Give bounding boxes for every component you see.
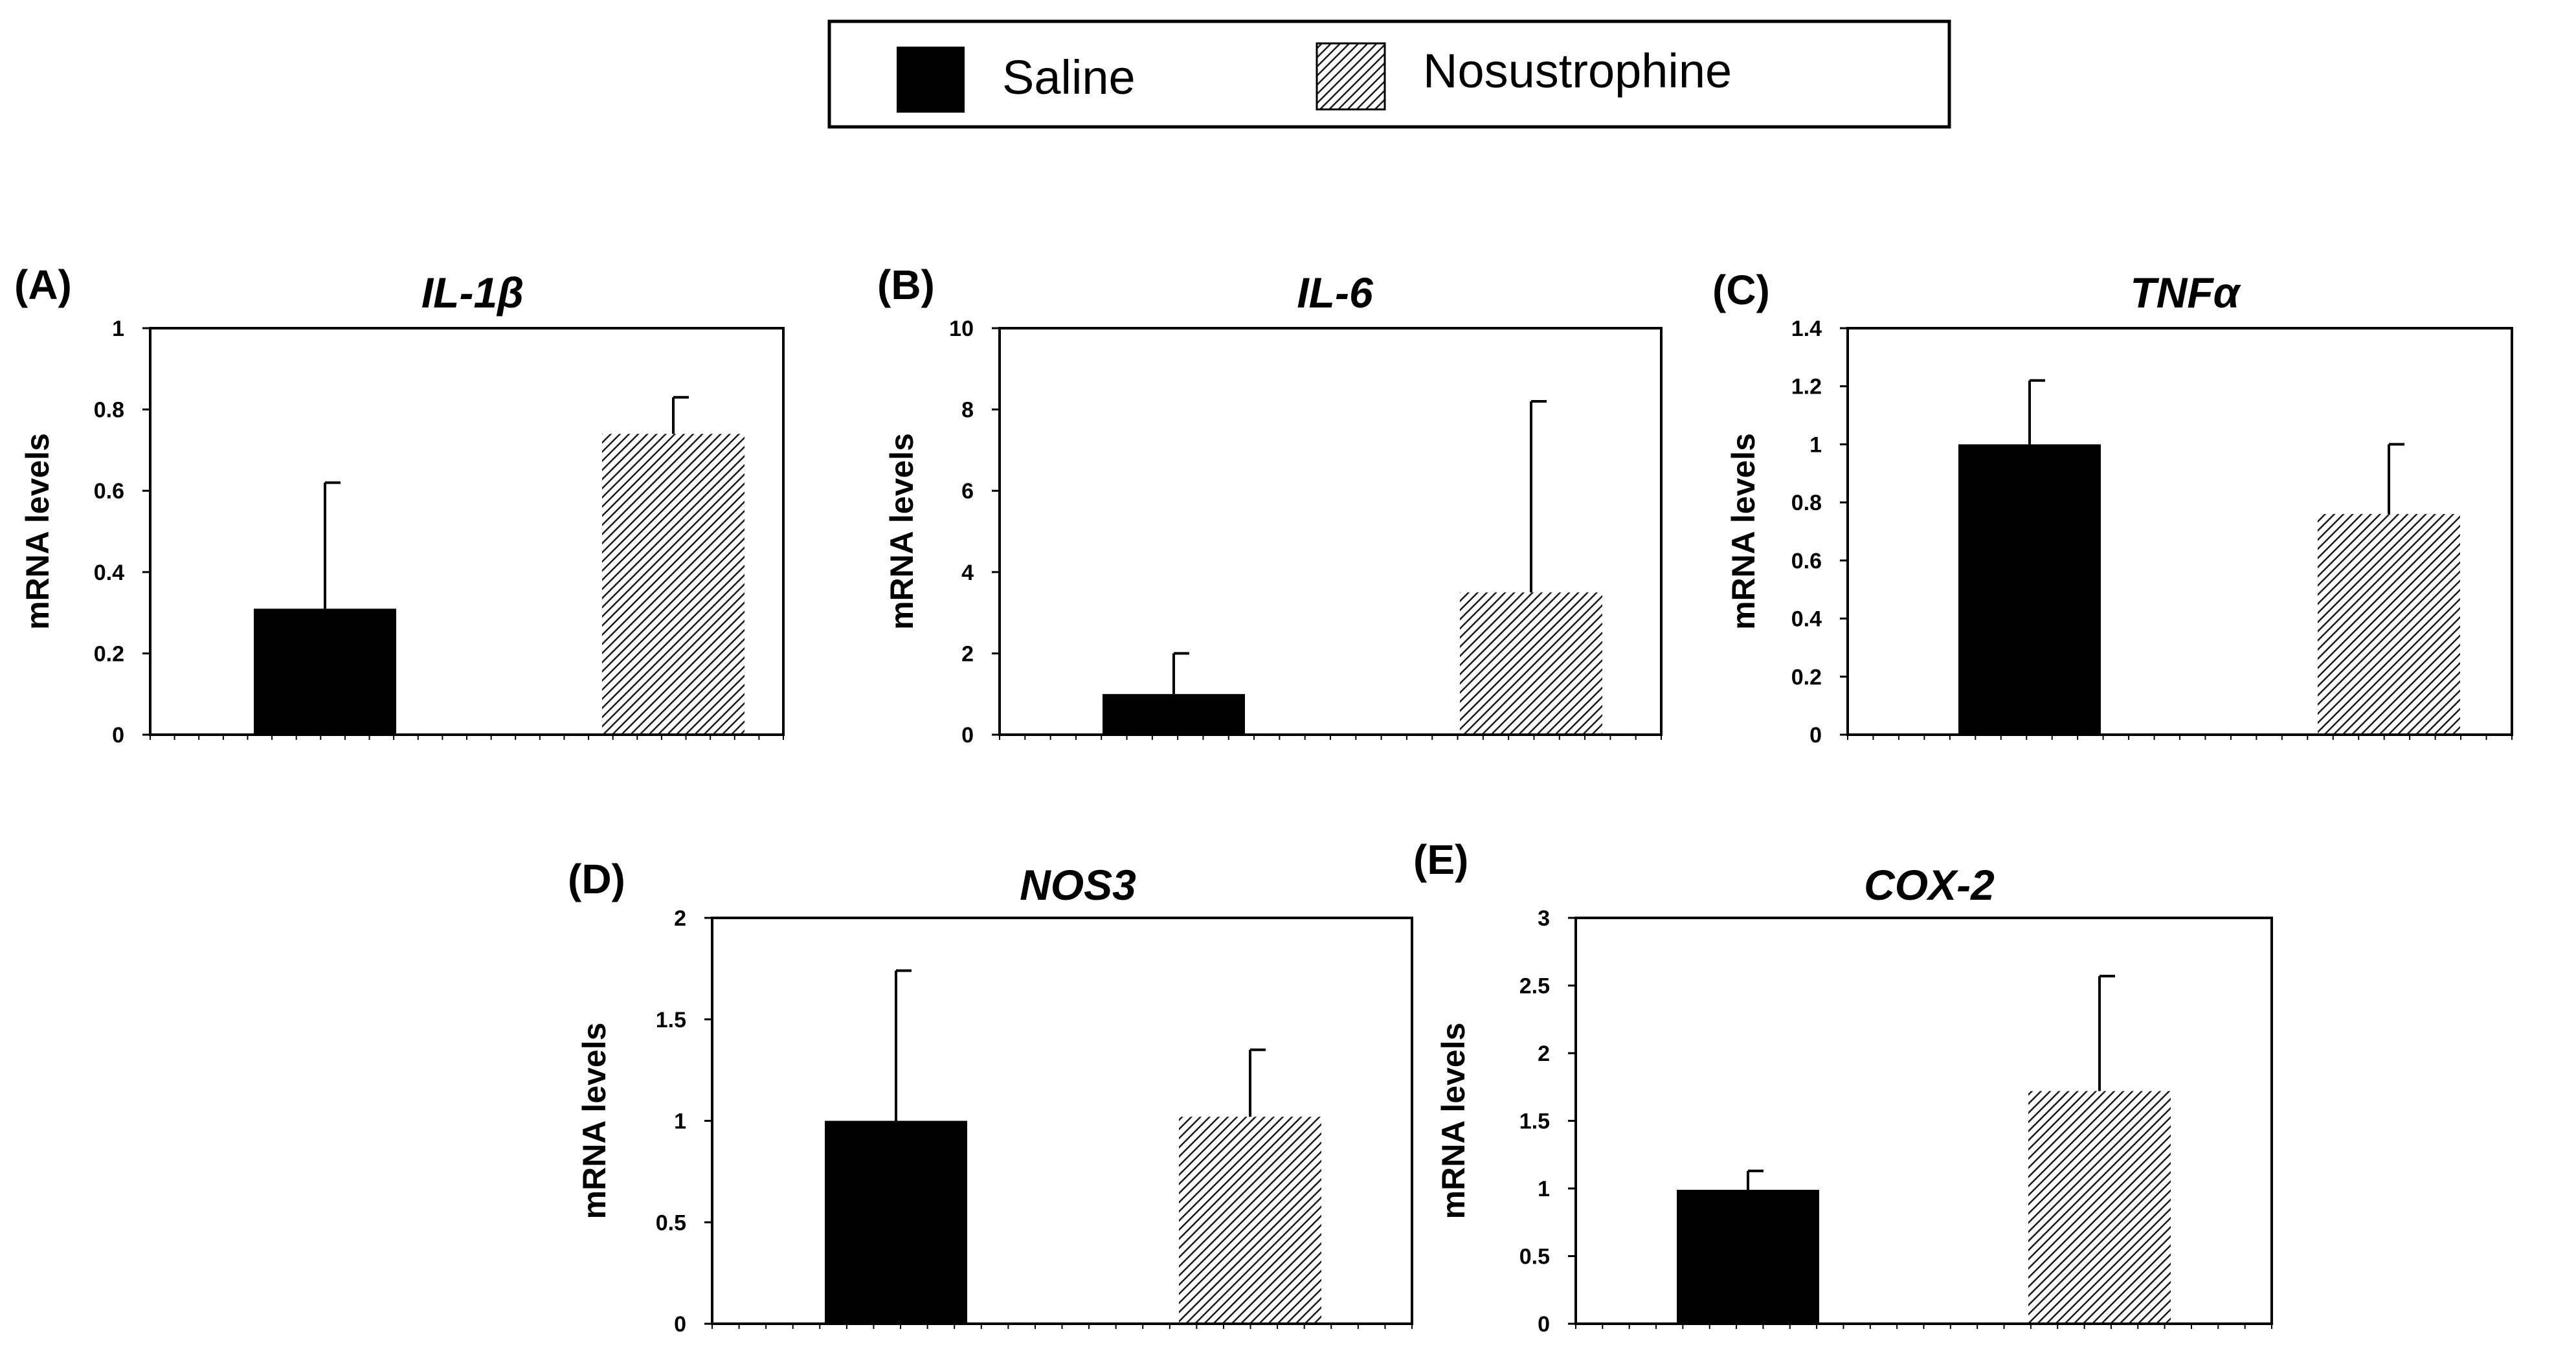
bar-saline — [1103, 694, 1245, 735]
y-tick-label: 0.2 — [1791, 665, 1822, 689]
chart-panel-d: 0 0.5 1 1.5 2 mRNA levels NOS3 (D) — [568, 856, 1413, 1337]
panel-title: COX-2 — [1864, 861, 1995, 909]
y-axis-label: mRNA levels — [884, 433, 920, 630]
y-tick-label: 1.4 — [1791, 317, 1822, 341]
y-tick-label: 0.8 — [1791, 491, 1822, 515]
legend: Saline Nosustrophine — [827, 19, 1951, 129]
bar-saline — [1677, 1190, 1819, 1324]
y-tick-label: 2.5 — [1519, 974, 1550, 999]
y-tick-label: 1 — [112, 317, 124, 341]
chart-panel-a: 0 0.2 0.4 0.6 0.8 1 mRNA levels IL-1β (A) — [14, 262, 785, 748]
y-tick-label: 4 — [961, 561, 974, 585]
y-tick-label: 0.5 — [656, 1210, 686, 1235]
y-axis-label: mRNA levels — [19, 433, 56, 630]
panel-title: IL-1β — [421, 269, 524, 317]
y-tick-label: 0 — [674, 1312, 686, 1337]
legend-label-nosustrophine: Nosustrophine — [1423, 44, 1732, 98]
y-tick-label: 2 — [674, 906, 686, 931]
bar-saline — [1958, 444, 2101, 735]
panel-label: (D) — [568, 856, 625, 902]
legend-label-saline: Saline — [1002, 50, 1136, 104]
bar-saline — [254, 608, 396, 735]
y-tick-label: 0 — [1538, 1312, 1550, 1337]
y-tick-label: 2 — [1538, 1042, 1550, 1066]
y-tick-label: 0 — [961, 723, 974, 748]
y-tick-label: 0.4 — [1791, 607, 1822, 632]
y-tick-label: 8 — [961, 398, 974, 423]
panel-label: (E) — [1413, 836, 1468, 883]
chart-panel-e: 0 0.5 1 1.5 2 2.5 3 mRNA levels COX-2 (E) — [1413, 836, 2273, 1337]
legend-swatch-saline — [897, 47, 965, 113]
y-tick-label: 2 — [961, 641, 974, 666]
y-tick-label: 1.5 — [1519, 1109, 1550, 1134]
y-tick-label: 0.6 — [1791, 549, 1822, 574]
y-tick-label: 6 — [961, 479, 974, 504]
y-tick-label: 0.5 — [1519, 1245, 1550, 1269]
y-tick-label: 0 — [1809, 723, 1822, 748]
y-tick-label: 1 — [1809, 432, 1822, 457]
y-tick-label: 0.8 — [94, 398, 124, 423]
chart-panel-b: 0 2 4 6 8 10 mRNA levels IL-6 (B) — [877, 262, 1663, 748]
panel-title: IL-6 — [1297, 269, 1374, 317]
legend-box — [827, 19, 1951, 129]
panel-title: NOS3 — [1020, 861, 1136, 909]
y-tick-label: 0.6 — [94, 479, 124, 504]
y-tick-label: 10 — [949, 317, 974, 341]
y-tick-label: 1.2 — [1791, 375, 1822, 399]
y-axis-label: mRNA levels — [1435, 1023, 1472, 1220]
y-tick-label: 0 — [112, 723, 124, 748]
bar-nosustrophine — [2318, 514, 2460, 735]
panel-title: TNFα — [2130, 269, 2241, 317]
bar-nosustrophine — [2028, 1091, 2171, 1324]
y-tick-label: 0.4 — [94, 561, 124, 585]
bar-nosustrophine — [1460, 592, 1602, 735]
panel-label: (A) — [14, 262, 72, 308]
panel-label: (C) — [1712, 267, 1770, 313]
bar-nosustrophine — [1179, 1117, 1321, 1324]
bar-nosustrophine — [602, 434, 745, 735]
panel-label: (B) — [877, 262, 935, 308]
y-axis-label: mRNA levels — [576, 1023, 612, 1220]
y-tick-label: 1 — [674, 1109, 686, 1134]
y-tick-label: 1.5 — [656, 1008, 686, 1032]
y-tick-label: 3 — [1538, 906, 1550, 931]
chart-panel-c: 0 0.2 0.4 0.6 0.8 1 1.2 1.4 mRNA levels TNFα (C) — [1712, 267, 2513, 748]
y-tick-label: 0.2 — [94, 641, 124, 666]
y-tick-label: 1 — [1538, 1177, 1550, 1201]
y-axis-label: mRNA levels — [1725, 433, 1762, 630]
bar-saline — [825, 1120, 967, 1324]
legend-swatch-nosustrophine — [1316, 42, 1386, 111]
